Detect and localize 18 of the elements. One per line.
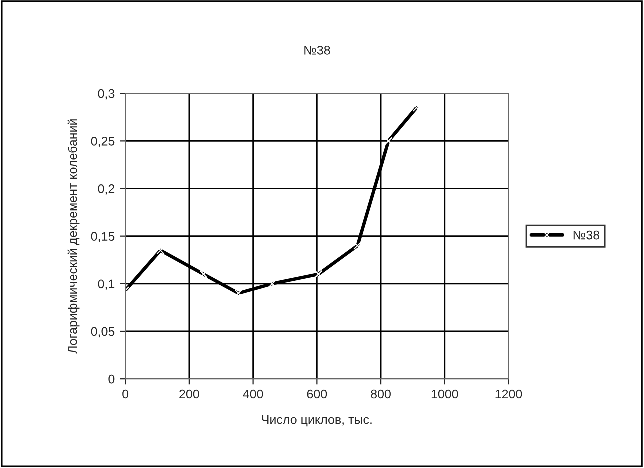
x-tick-label: 0 [122, 390, 129, 399]
chart-title: №38 [304, 46, 330, 55]
x-tick-label: 600 [307, 390, 328, 399]
y-axis-title: Логарифмический декремент колебаний [68, 120, 80, 354]
x-tick-label: 200 [180, 390, 200, 399]
x-tick-label: 800 [371, 390, 391, 399]
x-tick-label: 1000 [432, 390, 458, 399]
y-tick-label: 0,15 [91, 232, 115, 242]
x-axis-title: Число циклов, тыс. [262, 415, 372, 427]
y-tick-label: 0,1 [98, 280, 115, 290]
y-tick-label: 0 [108, 374, 115, 384]
x-tick-label: 400 [243, 390, 264, 399]
legend-label: №38 [574, 230, 600, 240]
x-tick-label: 1200 [496, 390, 522, 399]
y-tick-label: 0,25 [91, 136, 115, 148]
y-tick-label: 0,3 [98, 89, 115, 100]
y-tick-label: 0,2 [98, 184, 115, 195]
y-tick-label: 0,05 [91, 327, 115, 338]
